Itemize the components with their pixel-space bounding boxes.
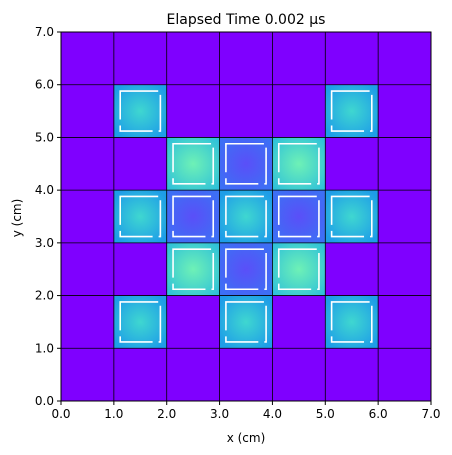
boundary-line <box>119 195 162 238</box>
heatmap-cell <box>325 295 379 349</box>
heatmap-cell <box>113 242 167 296</box>
boundary-line <box>330 301 373 343</box>
heatmap-cell <box>61 84 114 138</box>
heatmap-cell <box>378 137 431 191</box>
heatmap-cell <box>272 190 326 243</box>
y-tick-label: 1.0 <box>35 341 54 355</box>
boundary-line <box>330 90 373 132</box>
y-tick-label: 2.0 <box>35 289 54 303</box>
boundary-line <box>277 142 320 185</box>
heatmap-cell <box>378 190 431 243</box>
heatmap-cell <box>219 242 273 296</box>
y-tick-label: 3.0 <box>35 236 54 250</box>
x-tick-label: 0.0 <box>51 407 70 421</box>
boundary-line <box>172 248 215 291</box>
boundary-line <box>277 195 320 238</box>
heatmap-cell <box>272 242 326 296</box>
heatmap-cell <box>272 295 326 349</box>
boundary-line <box>172 142 215 185</box>
chart-title: Elapsed Time 0.002 μs <box>167 12 326 28</box>
y-tick-label: 5.0 <box>35 130 54 144</box>
x-tick-label: 2.0 <box>157 407 176 421</box>
heatmap-cell <box>219 348 273 401</box>
boundary-line <box>119 301 162 343</box>
heatmap-cell <box>166 242 220 296</box>
heatmap-cells <box>61 32 431 401</box>
y-tick-label: 6.0 <box>35 78 54 92</box>
heatmap-cell <box>61 32 114 85</box>
heatmap-cell <box>166 190 220 243</box>
heatmap-cell <box>378 32 431 85</box>
x-tick-label: 5.0 <box>316 407 335 421</box>
heatmap-cell <box>61 348 114 401</box>
boundary-line <box>172 195 215 238</box>
heatmap-cell <box>166 295 220 349</box>
heatmap-cell <box>61 242 114 296</box>
heatmap-cell <box>219 295 273 349</box>
heatmap-cell <box>113 190 167 243</box>
heatmap-cell <box>219 190 273 243</box>
heatmap-cell <box>219 84 273 138</box>
boundary-line <box>225 248 267 291</box>
heatmap-cell <box>166 137 220 191</box>
y-tick-label: 4.0 <box>35 183 54 197</box>
heatmap-cell <box>166 84 220 138</box>
heatmap-cell <box>61 190 114 243</box>
x-tick-label: 7.0 <box>421 407 440 421</box>
x-tick-label: 6.0 <box>369 407 388 421</box>
boundary-line <box>330 195 373 238</box>
x-tick-label: 1.0 <box>104 407 123 421</box>
x-axis-label: x (cm) <box>227 431 266 445</box>
heatmap-cell <box>113 295 167 349</box>
boundary-lines <box>119 90 373 343</box>
x-ticks: 0.0 1.0 2.0 3.0 4.0 5.0 6.0 7.0 <box>51 401 441 421</box>
heatmap-cell <box>272 84 326 138</box>
heatmap-cell <box>325 348 379 401</box>
heatmap-cell <box>272 32 326 85</box>
heatmap-cell <box>61 137 114 191</box>
heatmap-cell <box>219 137 273 191</box>
heatmap-cell <box>325 190 379 243</box>
heatmap-cell <box>61 295 114 349</box>
heatmap-cell <box>166 348 220 401</box>
heatmap-cell <box>219 32 273 85</box>
heatmap-cell <box>378 242 431 296</box>
heatmap-cell <box>113 348 167 401</box>
heatmap-cell <box>325 32 379 85</box>
y-tick-label: 0.0 <box>35 394 54 408</box>
heatmap-cell <box>113 84 167 138</box>
x-tick-label: 3.0 <box>210 407 229 421</box>
heatmap-cell <box>113 137 167 191</box>
heatmap-cell <box>272 137 326 191</box>
boundary-line <box>225 195 267 238</box>
y-ticks: 0.0 1.0 2.0 3.0 4.0 5.0 6.0 7.0 <box>35 25 61 408</box>
heatmap-cell <box>378 348 431 401</box>
plot-frame <box>60 31 432 402</box>
y-axis-label: y (cm) <box>10 199 24 238</box>
heatmap-cell <box>378 84 431 138</box>
boundary-line <box>225 142 267 185</box>
heatmap-cell <box>272 348 326 401</box>
heatmap-cell <box>166 32 220 85</box>
boundary-line <box>225 301 267 343</box>
heatmap-cell <box>325 84 379 138</box>
y-tick-label: 7.0 <box>35 25 54 39</box>
heatmap-cell <box>325 242 379 296</box>
x-tick-label: 4.0 <box>263 407 282 421</box>
boundary-line <box>277 248 320 291</box>
heatmap-cell <box>325 137 379 191</box>
heatmap-cell <box>113 32 167 85</box>
boundary-line <box>119 90 162 132</box>
heatmap-cell <box>378 295 431 349</box>
